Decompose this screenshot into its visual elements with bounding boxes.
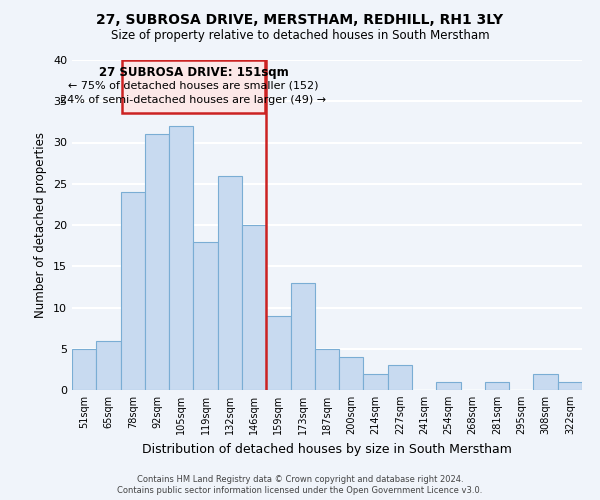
Text: ← 75% of detached houses are smaller (152): ← 75% of detached houses are smaller (15… [68, 80, 319, 90]
X-axis label: Distribution of detached houses by size in South Merstham: Distribution of detached houses by size … [142, 442, 512, 456]
Bar [339, 357, 364, 390]
Bar [96, 340, 121, 390]
Y-axis label: Number of detached properties: Number of detached properties [34, 132, 47, 318]
Text: Contains HM Land Registry data © Crown copyright and database right 2024.: Contains HM Land Registry data © Crown c… [137, 475, 463, 484]
Bar [436, 382, 461, 390]
Bar [121, 192, 145, 390]
Text: Size of property relative to detached houses in South Merstham: Size of property relative to detached ho… [110, 29, 490, 42]
Bar [364, 374, 388, 390]
Bar [193, 242, 218, 390]
Bar [242, 225, 266, 390]
Text: 24% of semi-detached houses are larger (49) →: 24% of semi-detached houses are larger (… [61, 96, 326, 106]
Bar [122, 60, 265, 113]
Bar [266, 316, 290, 390]
Bar [558, 382, 582, 390]
Text: 27, SUBROSA DRIVE, MERSTHAM, REDHILL, RH1 3LY: 27, SUBROSA DRIVE, MERSTHAM, REDHILL, RH… [97, 12, 503, 26]
Bar [533, 374, 558, 390]
Bar [388, 365, 412, 390]
Bar [218, 176, 242, 390]
Bar [485, 382, 509, 390]
Bar [72, 349, 96, 390]
Bar [169, 126, 193, 390]
Text: 27 SUBROSA DRIVE: 151sqm: 27 SUBROSA DRIVE: 151sqm [98, 66, 289, 79]
Bar [315, 349, 339, 390]
Bar [290, 283, 315, 390]
Text: Contains public sector information licensed under the Open Government Licence v3: Contains public sector information licen… [118, 486, 482, 495]
Bar [145, 134, 169, 390]
